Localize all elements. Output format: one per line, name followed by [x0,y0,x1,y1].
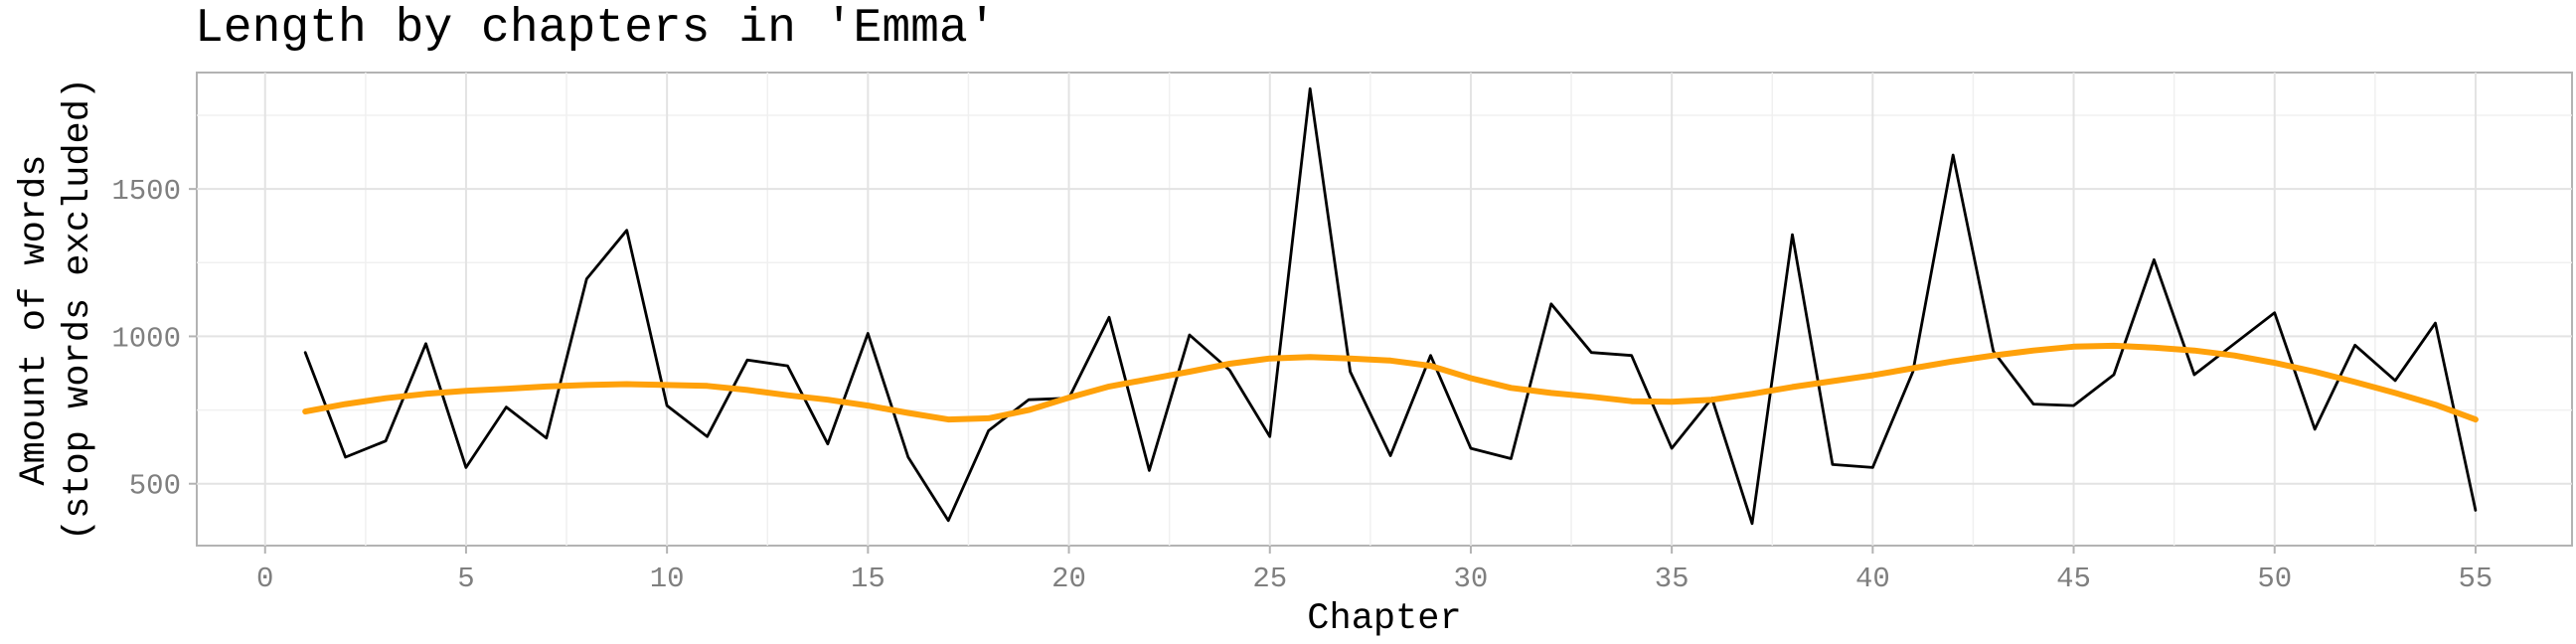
grid-major [197,73,2572,546]
y-axis-title-line-2: (stop words excluded) [58,78,99,541]
x-tick-label: 5 [457,563,474,595]
x-tick-label: 55 [2459,563,2494,595]
y-tick-label: 500 [129,470,181,503]
x-tick-label: 20 [1051,563,1086,595]
y-axis-title: Amount of words (stop words excluded) [14,78,99,541]
plot-panel [196,72,2573,547]
x-tick-label: 35 [1655,563,1690,595]
y-tick-label: 1500 [111,175,181,208]
x-tick-label: 50 [2257,563,2292,595]
ticks-layer: 0 5 10 15 20 25 30 35 40 45 50 55 500 1000 1500 [111,175,2493,595]
chart-title: Length by chapters in 'Emma' [195,2,997,56]
x-tick-label: 45 [2056,563,2091,595]
grid-minor [197,73,2572,546]
x-tick-label: 0 [256,563,273,595]
series-layer [302,86,2479,526]
y-tick-label: 1000 [111,322,181,355]
x-tick-label: 40 [1855,563,1890,595]
x-tick-label: 15 [851,563,886,595]
x-tick-label: 10 [650,563,685,595]
x-axis-title: Chapter [1307,598,1461,640]
y-axis-title-line-1: Amount of words [14,155,56,486]
series-line-word-count [303,86,2478,526]
x-tick-label: 30 [1454,563,1489,595]
x-tick-label: 25 [1252,563,1287,595]
series-line-smooth-trend [302,342,2479,423]
